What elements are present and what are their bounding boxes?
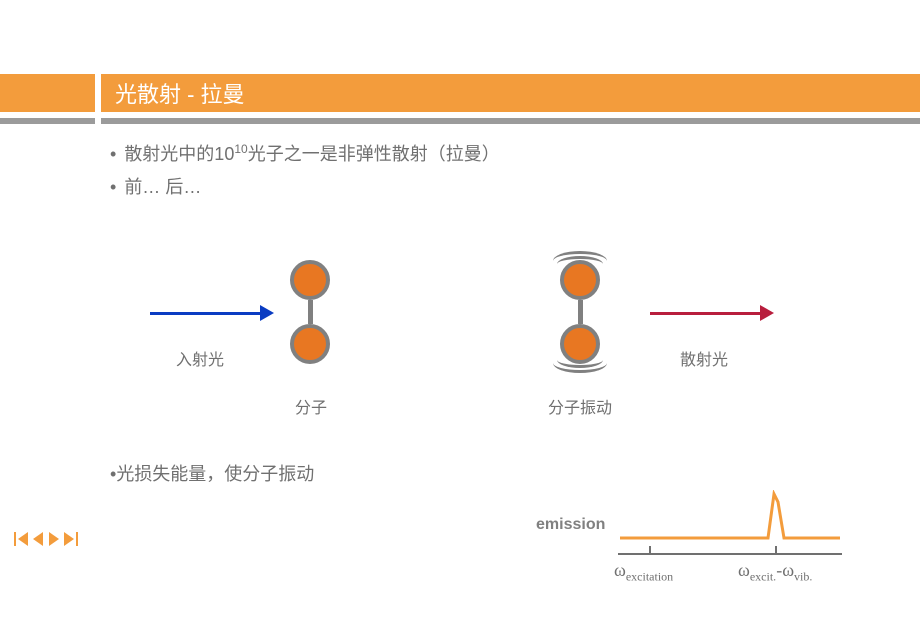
bullet-2-text: 前… 后…: [124, 177, 201, 197]
incident-arrow-head: [260, 305, 274, 321]
omega-sub-2a: excit.: [750, 570, 776, 584]
raman-diagram: 入射光 分子 分子振动 散射光: [110, 250, 890, 450]
omega-sym-3: ω: [782, 560, 794, 580]
bullet-1: •散射光中的1010光子之一是非弹性散射（拉曼）: [110, 140, 890, 169]
scattered-arrow-head: [760, 305, 774, 321]
scattered-label: 散射光: [680, 346, 728, 370]
scattered-arrow-line: [650, 312, 760, 315]
title-stripe-left: [0, 74, 95, 112]
atom-bottom: [290, 324, 330, 364]
divider-right: [101, 118, 920, 124]
bullet-2: •前… 后…: [110, 173, 890, 202]
nav-prev[interactable]: [30, 531, 46, 547]
bullet-1-text-a: 散射光中的10: [124, 144, 234, 164]
emission-curve: [620, 494, 840, 538]
omega-diff: ωexcit.-ωvib.: [738, 560, 812, 585]
vib-arc-bot-outer: [553, 353, 607, 373]
bullet-3-text: 光损失能量，使分子振动: [116, 464, 314, 484]
bullet-list: •散射光中的1010光子之一是非弹性散射（拉曼） •前… 后…: [110, 140, 890, 206]
emission-spectrum: emission ωexcitation ωexcit.-ωvib.: [540, 490, 860, 600]
vibrating-label: 分子振动: [548, 394, 612, 418]
omega-sub-1: excitation: [626, 570, 673, 584]
slide-title: 光散射 - 拉曼: [115, 77, 245, 109]
nav-first[interactable]: [14, 531, 30, 547]
incident-arrow-line: [150, 312, 260, 315]
omega-sym-2: ω: [738, 560, 750, 580]
incident-label: 入射光: [176, 346, 224, 370]
bullet-1-text-b: 光子之一是非弹性散射（拉曼）: [248, 144, 500, 164]
omega-sym-1: ω: [614, 560, 626, 580]
bullet-3: •光损失能量，使分子振动: [110, 460, 314, 486]
title-bar: 光散射 - 拉曼: [101, 74, 920, 112]
nav-controls: [14, 531, 78, 547]
bond: [308, 300, 313, 324]
atom-top: [290, 260, 330, 300]
omega-excitation: ωexcitation: [614, 560, 673, 585]
divider-left: [0, 118, 95, 124]
nav-last[interactable]: [62, 531, 78, 547]
bullet-1-sup: 10: [234, 142, 247, 156]
bond-r: [578, 300, 583, 324]
omega-sub-2b: vib.: [794, 570, 812, 584]
nav-next[interactable]: [46, 531, 62, 547]
atom-top-r: [560, 260, 600, 300]
molecule-label: 分子: [295, 394, 327, 418]
